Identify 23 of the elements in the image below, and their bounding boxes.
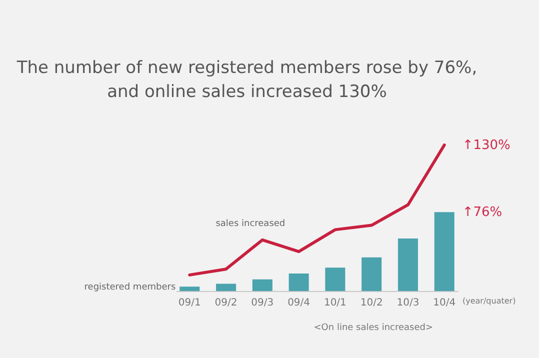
bar [362,257,382,291]
series-label: registered members [84,282,176,293]
x-tick-label: 10/2 [360,298,383,308]
annotation: ↑130% [462,138,510,153]
x-tick-label: 10/3 [396,298,420,308]
text: <On line sales increased> [314,323,434,333]
x-axis-title: (year/quater) [462,296,516,306]
bar [288,273,309,291]
bar [434,212,454,291]
x-tick-label: 10/4 [433,298,456,308]
x-tick-label: 09/2 [214,298,238,308]
bar [216,284,236,291]
annotation: ↑76% [462,205,502,220]
x-tick-label: 09/4 [288,298,310,308]
bar [252,279,272,291]
x-tick-label: 10/1 [324,298,346,308]
series-label: sales increased [216,218,286,229]
x-tick-label: 09/1 [178,298,201,308]
chart-title: The number of new registered members rose by 76%, and online sales increased 130% [16,58,478,102]
bar [325,268,346,291]
bar [398,238,418,291]
x-tick-label: 09/3 [251,298,274,308]
bar [180,286,200,291]
